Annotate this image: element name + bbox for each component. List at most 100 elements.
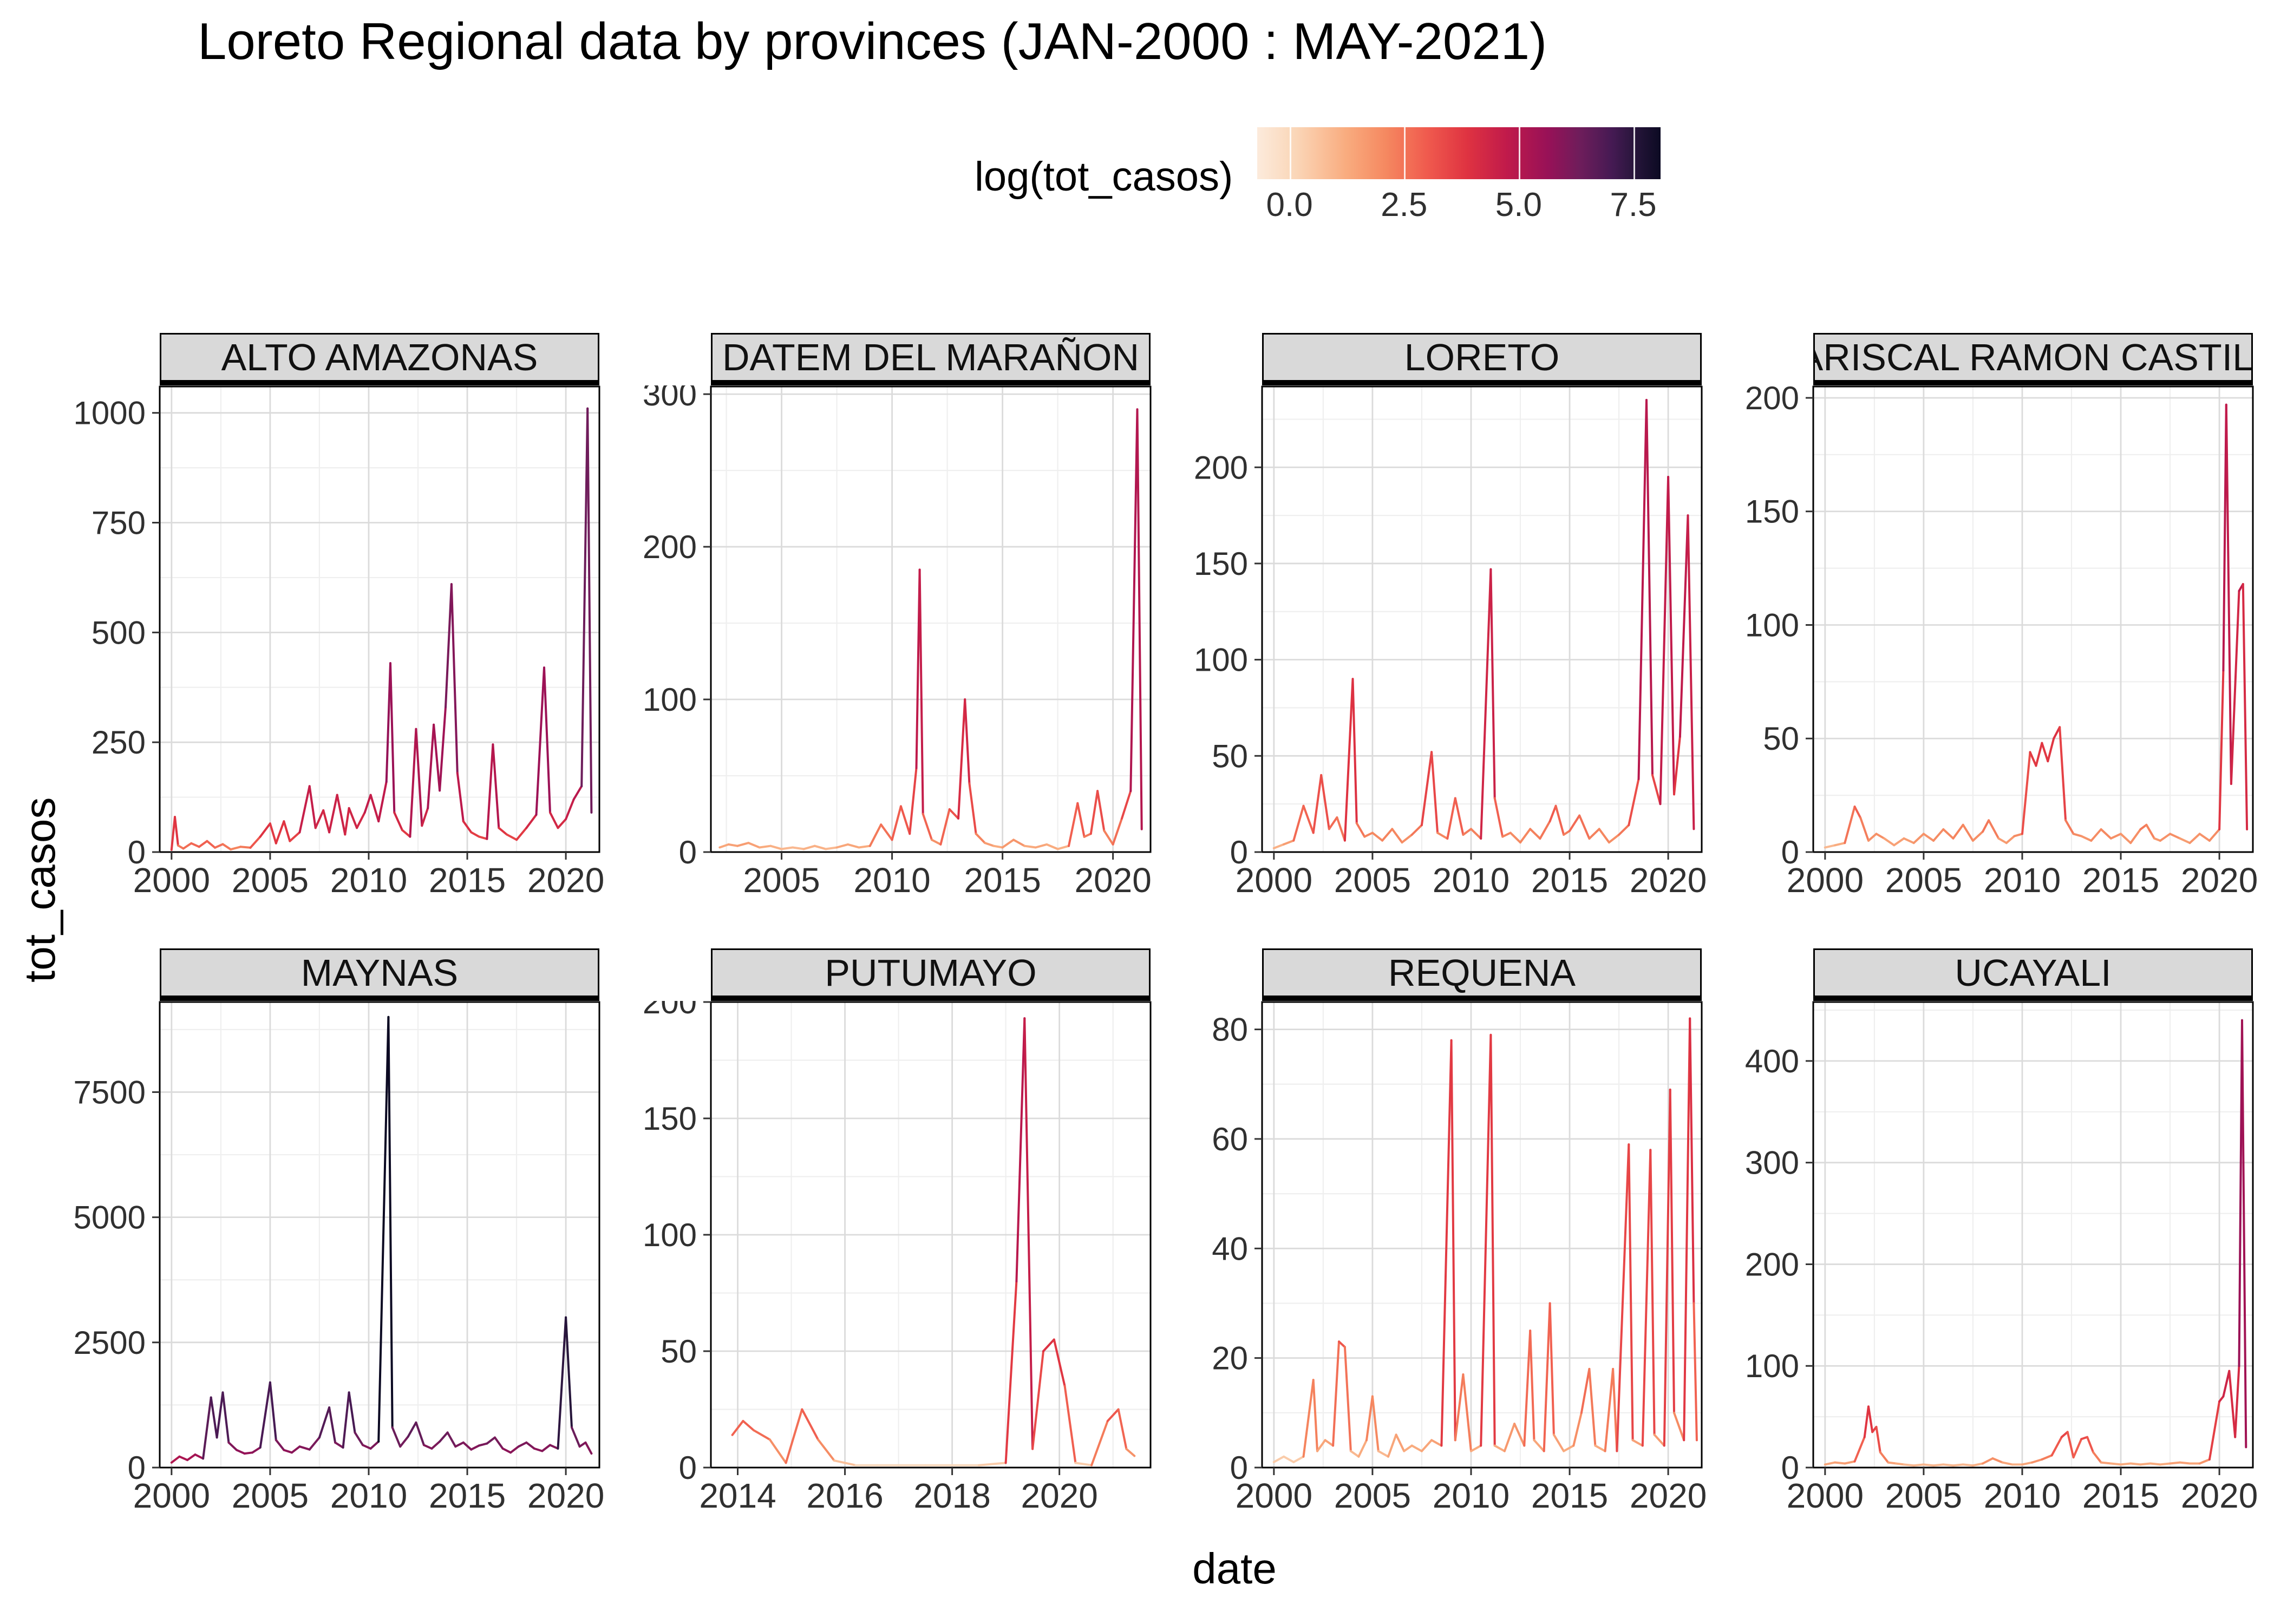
- svg-text:50: 50: [1763, 721, 1799, 757]
- svg-text:2020: 2020: [1630, 861, 1706, 900]
- x-axis-title: date: [1192, 1544, 1277, 1593]
- data-line: [1824, 403, 2249, 849]
- svg-text:2014: 2014: [699, 1476, 776, 1515]
- svg-text:400: 400: [1745, 1043, 1799, 1079]
- panel-border: [159, 1001, 600, 1469]
- svg-text:2010: 2010: [330, 1476, 407, 1515]
- minor-gridlines: [160, 1002, 599, 1468]
- data-line: [731, 1017, 1136, 1466]
- svg-text:2000: 2000: [1236, 1476, 1312, 1515]
- x-tick-labels: 2000 2005 2010 2015 2020: [1787, 861, 2257, 900]
- facet-loreto: LORETO 2000 2005 2010 2015 2020 0 50 100 150 200: [1170, 333, 1706, 900]
- facet-plot-putumayo: 2014 2016 2018 2020 0 50 100 150 200: [643, 1001, 1152, 1515]
- data-line: [1824, 1019, 2247, 1467]
- y-tick-labels: 0 50 100 150 200: [1745, 385, 1799, 870]
- data-line: [718, 408, 1143, 850]
- panel-border: [1812, 1001, 2254, 1469]
- svg-text:2020: 2020: [1630, 1476, 1706, 1515]
- svg-text:2010: 2010: [330, 861, 407, 900]
- y-tick-labels: 0 50 100 150 200: [1194, 449, 1248, 870]
- facet-datem-del-maranon: DATEM DEL MARAÑON 2005 2010 2015 2020 0 100 200…: [619, 333, 1155, 900]
- facet-ucayali: UCAYALI 2000 2005 2010 2015 2020 0 100 200 300 400: [1721, 948, 2257, 1515]
- legend-tick-mark: [1404, 127, 1406, 179]
- facet-plot-requena: 2000 2005 2010 2015 2020 0 20 40 60 80: [1212, 1001, 1706, 1515]
- svg-text:2020: 2020: [2181, 1476, 2257, 1515]
- svg-text:0: 0: [1230, 1450, 1248, 1486]
- axis-tick-marks: [1254, 466, 1669, 860]
- svg-text:2000: 2000: [133, 861, 210, 900]
- facet-label: UCAYALI: [1955, 952, 2112, 994]
- panel-border: [1812, 385, 2254, 853]
- svg-text:2020: 2020: [2181, 861, 2257, 900]
- svg-text:0: 0: [679, 1450, 697, 1486]
- facet-strip-requena: REQUENA: [1262, 948, 1702, 1001]
- y-axis-title: tot_casos: [16, 797, 64, 983]
- svg-text:2005: 2005: [1334, 861, 1411, 900]
- svg-text:60: 60: [1212, 1121, 1248, 1157]
- x-tick-labels: 2000 2005 2010 2015 2020: [1236, 1476, 1706, 1515]
- svg-text:200: 200: [643, 1001, 697, 1020]
- facet-label: ALTO AMAZONAS: [221, 336, 538, 378]
- legend-tick-label: 2.5: [1381, 186, 1428, 224]
- svg-text:2010: 2010: [853, 861, 930, 900]
- facet-strip-putumayo: PUTUMAYO: [711, 948, 1151, 1001]
- legend-colorbar: 0.0 2.5 5.0 7.5: [1257, 127, 1661, 226]
- svg-text:0: 0: [128, 1450, 146, 1486]
- major-gridlines: [711, 1001, 1151, 1469]
- axis-tick-marks: [152, 412, 567, 860]
- facet-label: MARISCAL RAMON CASTILLA: [1815, 336, 2253, 378]
- svg-text:200: 200: [1745, 385, 1799, 416]
- svg-text:20: 20: [1212, 1340, 1248, 1377]
- facet-strip-ucayali: UCAYALI: [1813, 948, 2253, 1001]
- facet-strip-mariscal-ramon-castilla: MARISCAL RAMON CASTILLA: [1813, 333, 2253, 385]
- facet-maynas: MAYNAS 2000 2005 2010 2015 2020 0 2500 5000 7500: [68, 948, 604, 1515]
- svg-text:150: 150: [1194, 546, 1248, 582]
- svg-text:2015: 2015: [429, 861, 506, 900]
- svg-text:100: 100: [643, 682, 697, 718]
- svg-text:2005: 2005: [1885, 1476, 1962, 1515]
- svg-text:40: 40: [1212, 1230, 1248, 1267]
- svg-text:5000: 5000: [74, 1200, 146, 1236]
- svg-text:2010: 2010: [1984, 1476, 2061, 1515]
- svg-text:2015: 2015: [964, 861, 1041, 900]
- svg-text:1000: 1000: [74, 395, 146, 431]
- x-tick-labels: 2000 2005 2010 2015 2020: [1236, 861, 1706, 900]
- panel-border: [1261, 385, 1703, 853]
- svg-text:2020: 2020: [527, 861, 604, 900]
- data-line: [170, 1016, 593, 1464]
- axis-tick-marks: [703, 1001, 1061, 1475]
- facet-strip-loreto: LORETO: [1262, 333, 1702, 385]
- panel-background: [1813, 1002, 2253, 1468]
- y-tick-labels: 0 2500 5000 7500: [74, 1074, 146, 1486]
- svg-text:200: 200: [1745, 1246, 1799, 1282]
- y-tick-labels: 0 250 500 750 1000: [74, 395, 146, 870]
- minor-gridlines: [711, 387, 1151, 852]
- axis-tick-marks: [703, 393, 1114, 860]
- svg-text:300: 300: [1745, 1145, 1799, 1181]
- svg-text:2005: 2005: [743, 861, 820, 900]
- panel-border: [710, 385, 1152, 853]
- facet-putumayo: PUTUMAYO 2014 2016 2018 2020 0 50 100 150 200: [619, 948, 1155, 1515]
- panel-border: [1261, 1001, 1703, 1469]
- svg-text:2016: 2016: [806, 1476, 883, 1515]
- facet-label: LORETO: [1404, 336, 1560, 378]
- legend: log(tot_casos) 0.0 2.5 5.0 7.5: [975, 127, 1661, 226]
- svg-text:2015: 2015: [1531, 861, 1608, 900]
- x-tick-labels: 2000 2005 2010 2015 2020: [133, 1476, 604, 1515]
- data-line: [1272, 1017, 1698, 1463]
- chart-title: Loreto Regional data by provinces (JAN-2…: [198, 12, 1547, 70]
- svg-text:300: 300: [643, 385, 697, 412]
- svg-text:50: 50: [661, 1333, 697, 1370]
- facet-plot-ucayali: 2000 2005 2010 2015 2020 0 100 200 300 400: [1745, 1001, 2257, 1515]
- panel-background: [711, 387, 1151, 852]
- legend-tick-label: 7.5: [1610, 186, 1657, 224]
- svg-text:2000: 2000: [1787, 1476, 1864, 1515]
- svg-text:150: 150: [1745, 494, 1799, 530]
- facet-label: MAYNAS: [300, 952, 459, 994]
- legend-gradient-bar: [1257, 127, 1661, 179]
- facet-strip-alto-amazonas: ALTO AMAZONAS: [160, 333, 599, 385]
- facet-strip-maynas: MAYNAS: [160, 948, 599, 1001]
- svg-text:750: 750: [92, 505, 146, 541]
- axis-tick-marks: [1806, 1060, 2220, 1475]
- panel-background: [1262, 387, 1702, 852]
